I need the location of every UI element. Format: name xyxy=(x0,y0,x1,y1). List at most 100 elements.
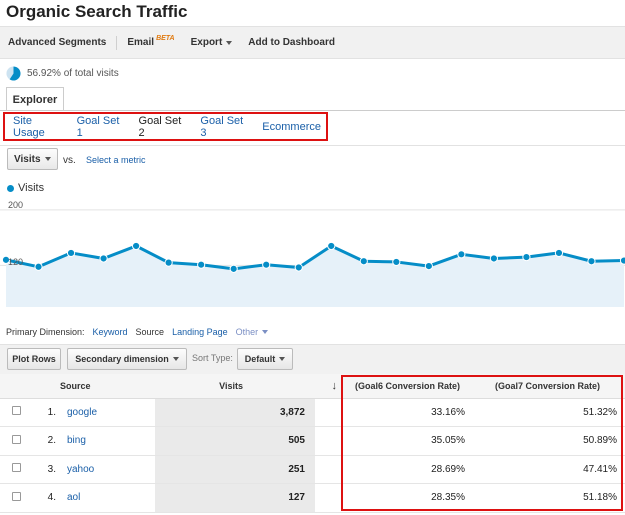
subtab-goal-set-1[interactable]: Goal Set 1 xyxy=(76,114,120,139)
data-point xyxy=(587,257,596,266)
data-point xyxy=(66,248,76,258)
header-goal6-conversion[interactable]: (Goal6 Conversion Rate) xyxy=(345,374,475,399)
vs-label: vs. xyxy=(63,155,76,166)
row-index: 1. xyxy=(32,398,60,427)
percent-of-total: 56.92% of total visits xyxy=(27,68,119,79)
y-tick-label: 200 xyxy=(8,200,24,210)
row-index: 3. xyxy=(32,455,60,484)
data-point xyxy=(164,258,173,267)
header-visits[interactable]: Visits xyxy=(155,374,315,399)
plot-rows-button[interactable]: Plot Rows xyxy=(7,348,61,370)
goal6-cell: 33.16% xyxy=(345,398,475,427)
tab-divider xyxy=(0,110,625,111)
dimension-other-menu[interactable]: Other xyxy=(236,327,269,337)
select-metric-link[interactable]: Select a metric xyxy=(86,155,146,165)
y-tick-label: 120 xyxy=(8,257,24,267)
table-row[interactable]: 3. yahoo 251 28.69% 47.41% xyxy=(0,455,625,484)
goal6-cell: 28.69% xyxy=(345,455,475,484)
table-header-row: Source Visits ↓ (Goal6 Conversion Rate) … xyxy=(0,374,625,399)
table-row[interactable]: 1. google 3,872 33.16% 51.32% xyxy=(0,398,625,427)
source-cell: aol xyxy=(60,483,155,513)
page-title: Organic Search Traffic xyxy=(6,2,188,21)
data-point xyxy=(262,260,271,269)
header-source[interactable]: Source xyxy=(60,374,155,399)
subtab-goal-set-3[interactable]: Goal Set 3 xyxy=(200,114,244,139)
chevron-down-icon xyxy=(172,357,179,361)
subtab-goal-set-2[interactable]: Goal Set 2 xyxy=(138,114,182,139)
row-checkbox[interactable] xyxy=(11,491,21,501)
spacer-cell xyxy=(315,483,345,513)
advanced-segments-button[interactable]: Advanced Segments xyxy=(0,37,114,48)
data-point xyxy=(424,261,433,271)
spacer-cell xyxy=(315,426,345,456)
toolbar-divider xyxy=(116,35,118,50)
row-checkbox-cell xyxy=(0,398,32,427)
sort-type-value: Default xyxy=(244,354,276,364)
source-link[interactable]: yahoo xyxy=(67,463,95,475)
primary-dimension-label: Primary Dimension: xyxy=(6,327,85,337)
add-to-dashboard-button[interactable]: Add to Dashboard xyxy=(240,37,343,48)
chevron-down-icon xyxy=(262,330,269,334)
row-checkbox-cell xyxy=(0,426,32,456)
goal7-cell: 50.89% xyxy=(475,426,625,456)
secondary-dimension-select[interactable]: Secondary dimension xyxy=(67,348,187,370)
visits-cell: 3,872 xyxy=(155,398,315,427)
sort-type-label: Sort Type: xyxy=(192,353,233,363)
pie-chart-icon xyxy=(6,66,21,81)
email-button[interactable]: Email BETA xyxy=(119,35,182,48)
source-link[interactable]: aol xyxy=(67,492,81,504)
metric-select[interactable]: Visits xyxy=(7,148,58,170)
email-label: Email xyxy=(127,37,155,48)
dimension-landing-page-link[interactable]: Landing Page xyxy=(172,327,228,337)
goal6-cell: 35.05% xyxy=(345,426,475,456)
table-row[interactable]: 4. aol 127 28.35% 51.18% xyxy=(0,483,625,513)
data-point xyxy=(294,263,303,272)
add-to-dashboard-label: Add to Dashboard xyxy=(248,37,335,48)
row-checkbox[interactable] xyxy=(11,406,21,416)
dimension-other-label: Other xyxy=(235,327,259,337)
source-cell: bing xyxy=(60,426,155,456)
row-checkbox-cell xyxy=(0,455,32,484)
metric-select-value: Visits xyxy=(14,153,41,165)
export-menu-button[interactable]: Export xyxy=(183,37,241,48)
visits-cell: 127 xyxy=(155,483,315,513)
report-toolbar: Advanced Segments Email BETA Export Add … xyxy=(0,26,625,59)
visits-line-chart xyxy=(0,195,625,313)
row-checkbox-cell xyxy=(0,483,32,513)
data-point xyxy=(489,254,498,263)
row-checkbox[interactable] xyxy=(11,463,21,473)
row-checkbox[interactable] xyxy=(11,434,21,444)
chart-legend: Visits xyxy=(7,182,44,194)
goal7-cell: 51.32% xyxy=(475,398,625,427)
data-point xyxy=(229,264,238,273)
tab-explorer-label: Explorer xyxy=(12,93,58,106)
source-cell: yahoo xyxy=(60,455,155,484)
legend-dot-icon xyxy=(7,184,14,192)
data-point xyxy=(34,262,43,271)
spacer-cell xyxy=(315,455,345,484)
source-link[interactable]: bing xyxy=(67,435,86,447)
export-label: Export xyxy=(190,37,223,48)
goal-set-tabs: Site Usage Goal Set 1 Goal Set 2 Goal Se… xyxy=(3,112,328,141)
dimension-keyword-link[interactable]: Keyword xyxy=(92,327,128,337)
spacer-cell xyxy=(315,398,345,427)
tab-explorer[interactable]: Explorer xyxy=(6,87,64,111)
data-point xyxy=(1,255,11,264)
source-table: Source Visits ↓ (Goal6 Conversion Rate) … xyxy=(0,374,625,513)
chevron-down-icon xyxy=(44,157,51,161)
header-goal7-conversion[interactable]: (Goal7 Conversion Rate) xyxy=(475,374,625,399)
secondary-dimension-label: Secondary dimension xyxy=(75,354,169,364)
subtab-site-usage[interactable]: Site Usage xyxy=(13,114,45,139)
legend-label: Visits xyxy=(18,182,45,194)
advanced-segments-label: Advanced Segments xyxy=(8,37,107,48)
primary-dimension-bar: Primary Dimension: Keyword Source Landin… xyxy=(6,327,269,337)
goal6-cell: 28.35% xyxy=(345,483,475,513)
beta-badge: BETA xyxy=(156,35,175,42)
source-link[interactable]: google xyxy=(67,406,98,418)
sort-descending-icon[interactable]: ↓ xyxy=(315,374,345,399)
table-row[interactable]: 2. bing 505 35.05% 50.89% xyxy=(0,426,625,456)
data-point xyxy=(99,254,108,263)
sort-type-select[interactable]: Default xyxy=(237,348,293,370)
data-point xyxy=(197,260,206,269)
subtab-ecommerce[interactable]: Ecommerce xyxy=(262,120,321,133)
